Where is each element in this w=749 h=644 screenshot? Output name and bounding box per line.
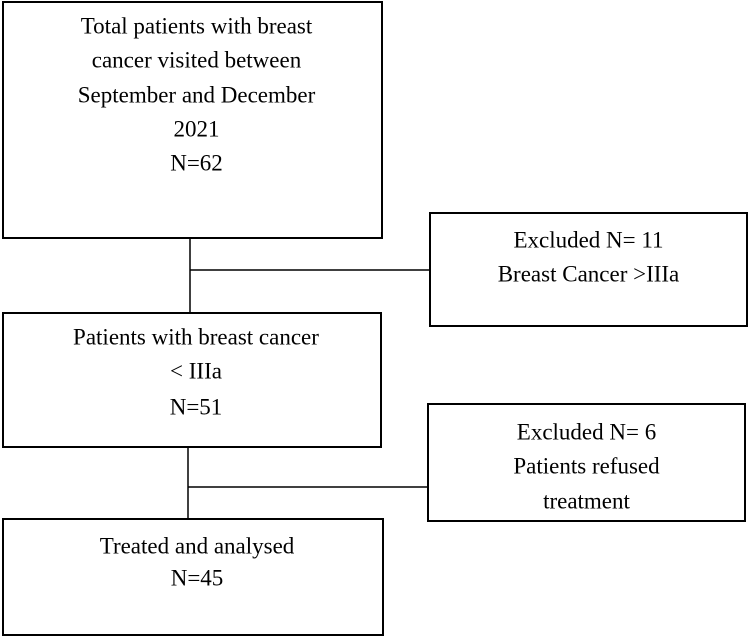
flow-box: [2, 518, 384, 636]
flow-box: [429, 212, 748, 327]
box-text: Patients with breast cancer: [73, 324, 319, 349]
box-text: < IIIa: [170, 358, 222, 383]
flow-box: [427, 403, 746, 522]
box-text: Breast Cancer >IIIa: [498, 261, 680, 286]
box-text: Patients refused: [513, 453, 660, 478]
flow-box: [2, 1, 383, 239]
box-text: September and December: [78, 82, 316, 107]
box-text: N=51: [170, 394, 223, 419]
box-text: Excluded N= 11: [513, 227, 663, 252]
box-text: N=62: [170, 150, 223, 175]
box-text: N=45: [171, 565, 224, 590]
box-text: Treated and analysed: [100, 533, 295, 558]
flow-box: [2, 312, 382, 448]
box-text: Total patients with breast: [81, 13, 313, 38]
box-text: Excluded N= 6: [517, 419, 656, 444]
box-text: 2021: [174, 116, 220, 141]
box-text: treatment: [543, 488, 630, 513]
box-text: cancer visited between: [92, 47, 302, 72]
